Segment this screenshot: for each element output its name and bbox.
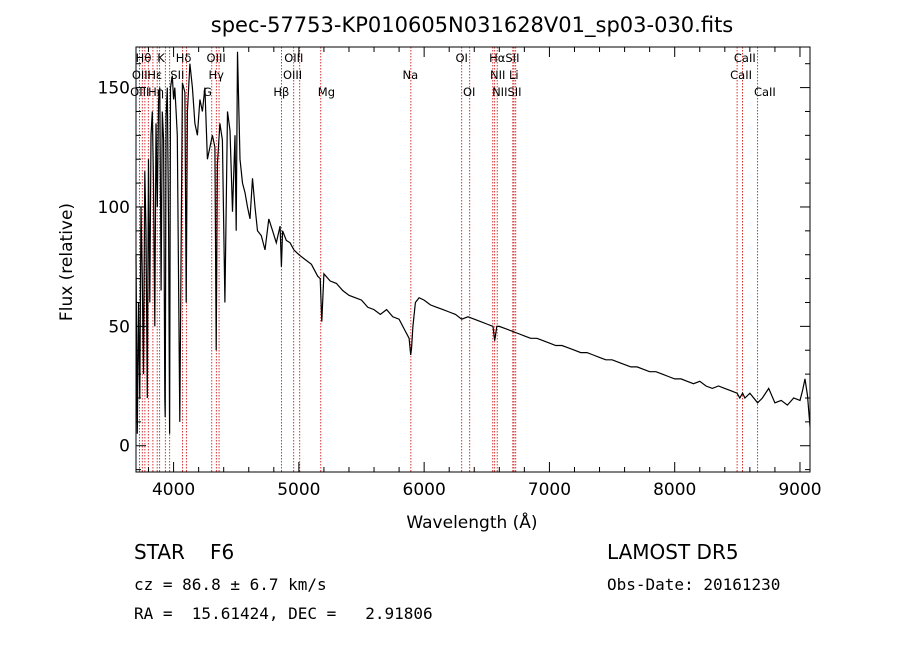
line-marker-label: CaII	[730, 68, 752, 82]
redshift-cz: cz = 86.8 ± 6.7 km/s	[134, 575, 327, 594]
x-axis-ticks: 4000 5000 6000 7000 8000 9000	[148, 47, 822, 500]
line-marker-label: OIII	[207, 51, 226, 65]
line-marker-label: K	[157, 51, 165, 65]
line-marker-label: Hβ	[273, 85, 289, 99]
y-tick-label: 150	[98, 79, 130, 99]
line-marker-label: Na	[403, 68, 419, 82]
x-tick-label: 6000	[403, 480, 446, 500]
x-tick-label: 4000	[152, 480, 195, 500]
line-marker-label: G	[203, 85, 212, 99]
line-marker-label: Hγ	[208, 68, 224, 82]
x-tick-label: 5000	[277, 480, 320, 500]
line-marker-label: OI	[455, 51, 467, 65]
object-subclass: F6	[210, 540, 235, 564]
line-marker-label: NII Li	[490, 68, 519, 82]
line-marker-label: CaII	[734, 51, 756, 65]
object-class: STAR	[134, 540, 185, 564]
line-marker-label: CaII	[754, 85, 776, 99]
line-marker-label: Hθ	[136, 51, 152, 65]
line-marker-label: Hδ	[176, 51, 192, 65]
x-axis-label: Wavelength (Å)	[406, 511, 537, 533]
x-tick-label: 7000	[528, 480, 571, 500]
line-marker-label: OI	[463, 85, 475, 99]
line-marker-label: Hε	[147, 68, 162, 82]
spectrum-line	[135, 51, 811, 434]
line-markers	[138, 47, 759, 472]
plot-frame	[135, 46, 811, 473]
chart-title: spec-57753-KP010605N031628V01_sp03-030.f…	[211, 13, 734, 38]
line-marker-label: OIII	[284, 51, 303, 65]
line-marker-label: SII	[170, 68, 184, 82]
y-tick-label: 100	[98, 198, 130, 218]
line-marker-label: NIISII	[492, 85, 521, 99]
line-marker-label: Mg	[318, 85, 335, 99]
ra-dec: RA = 15.61424, DEC = 2.91806	[134, 604, 433, 623]
line-marker-labels: Hθ OII OIII K Hε Hη Hδ SII OIII Hγ G OIII OIII Hβ Mg Na…	[130, 51, 776, 99]
y-axis-ticks: 0 50 100 150	[98, 63, 810, 471]
line-marker-label: OIII	[130, 85, 149, 99]
y-tick-label: 50	[108, 317, 130, 337]
survey-name: LAMOST DR5	[607, 540, 739, 564]
line-marker-label: Hη	[148, 85, 164, 99]
x-tick-label: 8000	[653, 480, 696, 500]
line-marker-label: OIII	[283, 68, 302, 82]
x-tick-label: 9000	[778, 480, 821, 500]
line-marker-label: HαSII	[489, 51, 519, 65]
observation-date: Obs-Date: 20161230	[607, 575, 781, 594]
y-axis-label: Flux (relative)	[57, 203, 77, 321]
y-tick-label: 0	[119, 437, 130, 457]
line-marker-label: OII	[132, 68, 148, 82]
